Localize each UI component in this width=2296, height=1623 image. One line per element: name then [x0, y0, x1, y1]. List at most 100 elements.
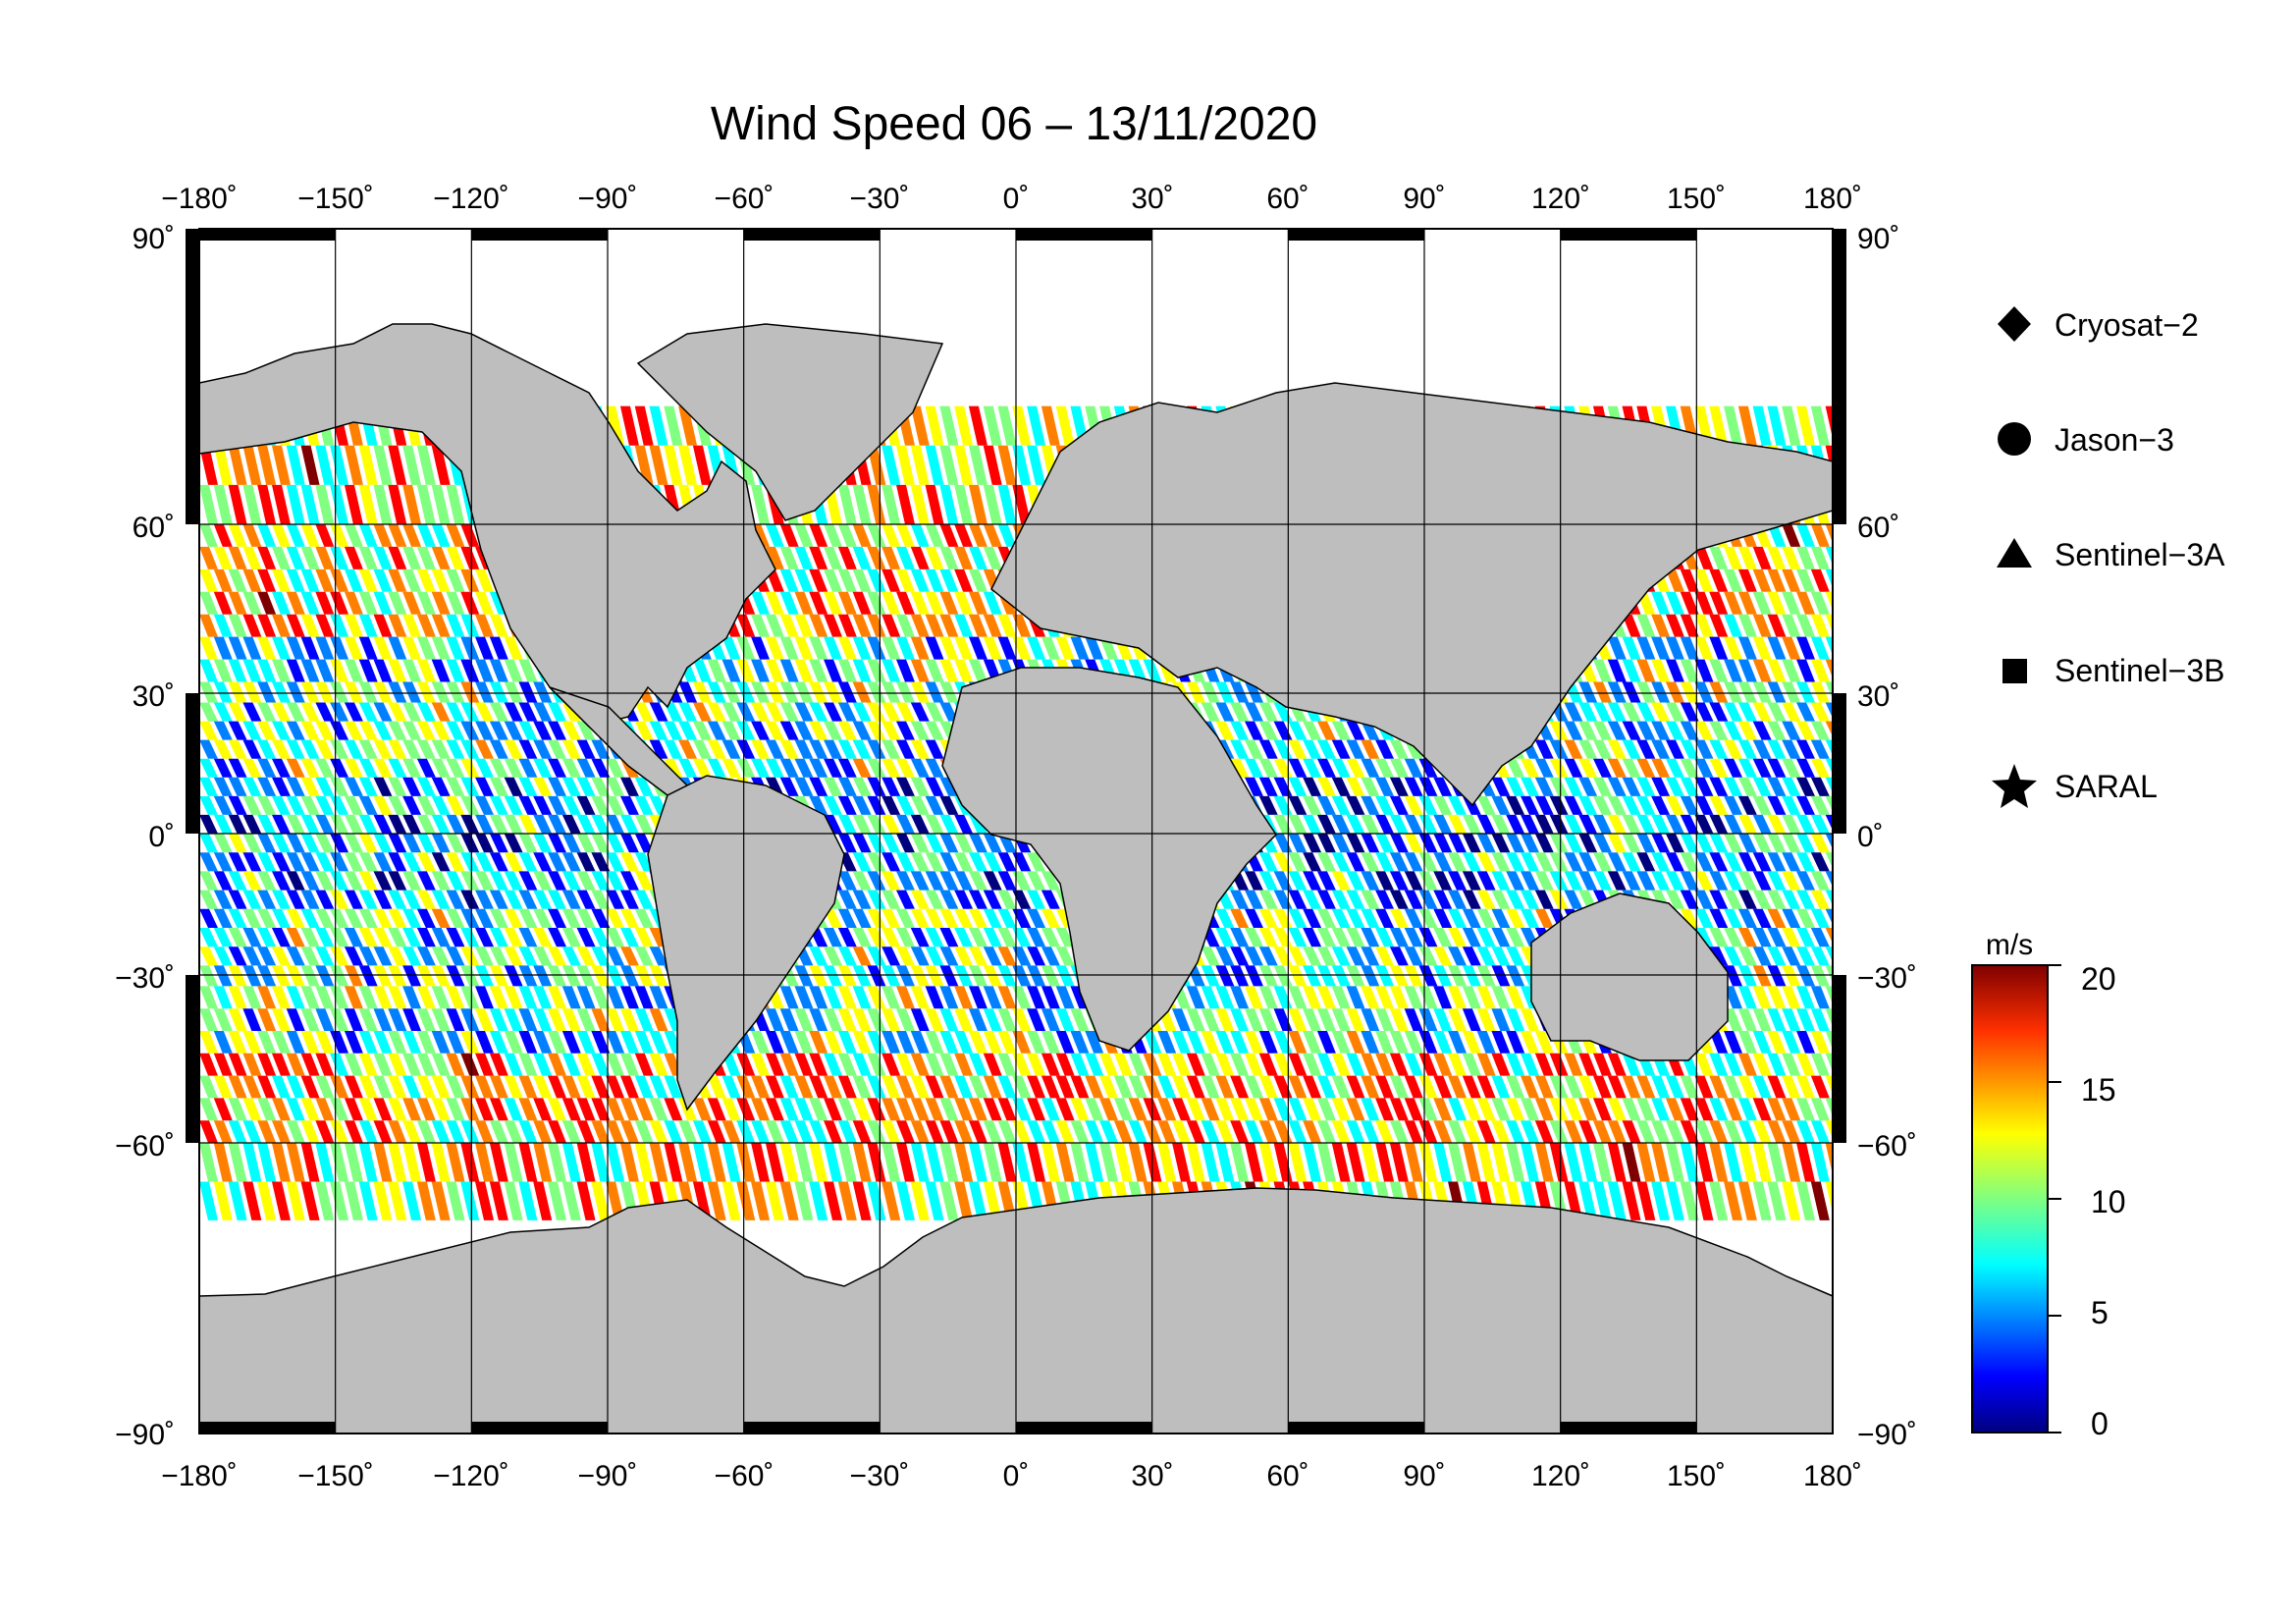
wind-swath-segment: [939, 986, 959, 1009]
wind-swath-segment: [1506, 814, 1525, 834]
wind-swath-segment: [910, 852, 930, 872]
wind-swath-segment: [1331, 777, 1351, 796]
wind-swath-segment: [1796, 947, 1816, 966]
wind-swath-segment: [837, 758, 857, 778]
wind-swath-segment: [315, 1098, 335, 1121]
diamond-icon: [1998, 306, 2031, 342]
wind-swath-segment: [199, 524, 218, 547]
wind-swath-segment: [736, 1143, 756, 1182]
wind-swath-segment: [533, 890, 553, 909]
wind-swath-segment: [1549, 1120, 1569, 1143]
wind-swath-segment: [1215, 908, 1235, 928]
wind-swath-segment: [619, 928, 639, 947]
wind-swath-segment: [1796, 908, 1816, 928]
wind-swath-segment: [1012, 1031, 1032, 1054]
wind-swath-segment: [634, 1075, 654, 1099]
wind-swath-segment: [344, 681, 363, 703]
wind-swath-segment: [402, 659, 422, 682]
axis-labels-left: 90˚ 60˚ 30˚ 0˚ −30˚ −60˚ −90˚: [115, 223, 175, 1451]
wind-swath-segment: [1665, 1120, 1684, 1143]
wind-swath-segment: [1230, 758, 1250, 778]
wind-swath-segment: [228, 947, 247, 966]
wind-swath-segment: [1651, 852, 1671, 872]
wind-swath-segment: [1375, 986, 1395, 1009]
wind-swath-segment: [300, 445, 320, 485]
colorbar-gradient: [1971, 964, 2049, 1434]
wind-swath-segment: [242, 591, 262, 615]
wind-swath-segment: [895, 1053, 915, 1076]
wind-swath-segment: [1418, 890, 1438, 909]
wind-swath-segment: [199, 834, 218, 853]
wind-swath-segment: [779, 636, 799, 660]
wind-swath-segment: [1404, 871, 1423, 891]
wind-swath-segment: [1331, 965, 1351, 987]
wind-swath-segment: [678, 721, 698, 740]
wind-swath-segment: [867, 614, 886, 637]
wind-swath-segment: [939, 890, 959, 909]
wind-swath-segment: [910, 834, 930, 853]
wind-swath-segment: [1172, 1031, 1192, 1054]
wind-swath-segment: [1767, 702, 1787, 722]
wind-swath-segment: [1782, 1075, 1801, 1099]
wind-swath-segment: [373, 814, 393, 834]
wind-swath-segment: [1462, 986, 1481, 1009]
wind-swath-segment: [504, 1053, 523, 1076]
wind-swath-segment: [228, 908, 247, 928]
wind-swath-segment: [576, 1031, 596, 1054]
wind-swath-segment: [388, 1031, 407, 1054]
wind-swath-segment: [1346, 758, 1365, 778]
wind-swath-segment: [431, 636, 451, 660]
wind-swath-segment: [1476, 1031, 1496, 1054]
wind-swath-segment: [881, 986, 901, 1009]
wind-swath-segment: [286, 795, 305, 815]
wind-swath-segment: [619, 890, 639, 909]
wind-swath-segment: [315, 546, 335, 569]
wind-swath-segment: [983, 1120, 1002, 1143]
wind-swath-segment: [881, 834, 901, 853]
wind-swath-segment: [1303, 1120, 1322, 1143]
wind-swath-segment: [416, 908, 436, 928]
wind-swath-segment: [1564, 702, 1583, 722]
wind-swath-segment: [1186, 1053, 1205, 1076]
wind-swath-segment: [402, 484, 422, 524]
wind-swath-segment: [344, 1120, 363, 1143]
wind-swath-segment: [1825, 1098, 1833, 1117]
wind-swath-segment: [606, 1008, 625, 1031]
wind-swath-segment: [1810, 659, 1830, 682]
wind-swath-segment: [1215, 1031, 1235, 1054]
wind-swath-segment: [925, 852, 944, 872]
wind-swath-segment: [242, 758, 262, 778]
wind-swath-segment: [1724, 681, 1743, 703]
wind-swath-segment: [809, 947, 828, 966]
wind-swath-segment: [1201, 1008, 1220, 1031]
wind-swath-segment: [489, 986, 508, 1009]
wind-swath-segment: [576, 986, 596, 1009]
wind-swath-segment: [910, 908, 930, 928]
wind-swath-segment: [1244, 1053, 1263, 1076]
wind-swath-segment: [591, 1120, 611, 1143]
wind-swath-segment: [257, 852, 277, 872]
wind-swath-segment: [344, 834, 363, 853]
lon-label-bottom: 30˚: [1131, 1460, 1173, 1492]
wind-swath-segment: [213, 758, 233, 778]
wind-swath-segment: [794, 568, 814, 592]
wind-swath-segment: [504, 1143, 523, 1182]
wind-swath-segment: [315, 890, 335, 909]
wind-swath-segment: [373, 524, 393, 547]
wind-swath-segment: [881, 1053, 901, 1076]
wind-swath-segment: [315, 568, 335, 592]
wind-swath-segment: [1607, 1098, 1627, 1121]
wind-swath-segment: [1737, 1143, 1757, 1182]
wind-swath-segment: [1316, 721, 1336, 740]
wind-swath-segment: [1825, 524, 1833, 543]
wind-swath-segment: [1172, 1143, 1192, 1182]
wind-swath-segment: [330, 986, 349, 1009]
wind-swath-segment: [213, 702, 233, 722]
wind-swath-segment: [1128, 1075, 1148, 1099]
wind-swath-segment: [895, 721, 915, 740]
wind-swath-segment: [344, 484, 363, 524]
wind-swath-segment: [330, 1008, 349, 1031]
wind-swath-segment: [1491, 908, 1511, 928]
wind-swath-segment: [1810, 636, 1830, 660]
wind-swath-segment: [1316, 1075, 1336, 1099]
